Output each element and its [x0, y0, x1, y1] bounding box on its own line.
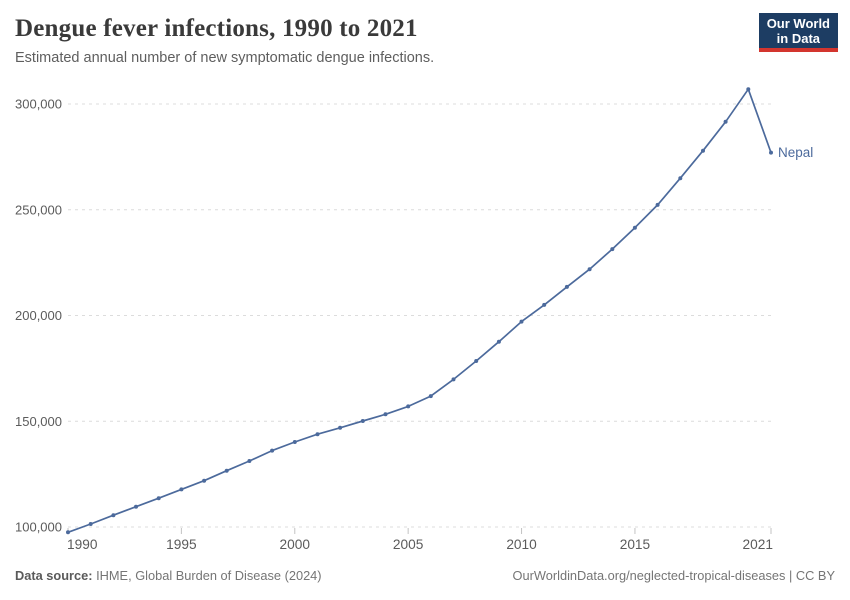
data-point[interactable]	[338, 425, 343, 430]
x-axis-tick-label: 2005	[393, 537, 424, 552]
data-point[interactable]	[587, 267, 592, 272]
data-point[interactable]	[88, 522, 93, 526]
data-source-label: Data source:	[15, 568, 93, 583]
x-axis-tick-label: 1990	[67, 537, 98, 552]
data-point[interactable]	[746, 87, 751, 92]
data-point[interactable]	[202, 478, 207, 483]
data-point[interactable]	[519, 319, 524, 324]
data-point[interactable]	[451, 377, 456, 382]
data-point[interactable]	[270, 448, 275, 453]
x-axis-tick-label: 1995	[166, 537, 197, 552]
data-point[interactable]	[406, 404, 411, 409]
series-entity-label[interactable]: Nepal	[778, 145, 813, 160]
data-point[interactable]	[610, 247, 615, 252]
owid-logo-line1: Our World	[766, 16, 830, 31]
y-axis-tick-label: 100,000	[15, 520, 62, 535]
data-point[interactable]	[474, 359, 479, 363]
data-point[interactable]	[66, 530, 70, 535]
x-axis-tick-label: 2000	[280, 537, 311, 552]
owid-logo[interactable]: Our World in Data	[758, 13, 838, 52]
chart-title: Dengue fever infections, 1990 to 2021	[15, 15, 418, 42]
data-point[interactable]	[632, 225, 637, 230]
series-line[interactable]	[67, 88, 772, 534]
y-axis-tick-label: 200,000	[15, 308, 62, 323]
data-point[interactable]	[134, 504, 138, 509]
data-point[interactable]	[111, 513, 116, 518]
data-source-note: Data source: IHME, Global Burden of Dise…	[15, 568, 322, 583]
chart-subtitle: Estimated annual number of new symptomat…	[15, 50, 435, 66]
data-point[interactable]	[678, 176, 683, 181]
data-point[interactable]	[564, 284, 569, 289]
data-point[interactable]	[360, 419, 365, 423]
data-point[interactable]	[701, 148, 705, 153]
data-point[interactable]	[769, 150, 773, 155]
data-point[interactable]	[496, 339, 501, 344]
x-axis-tick-label: 2010	[506, 537, 537, 552]
owid-logo-line2: in Data	[776, 31, 821, 46]
y-axis-tick-label: 300,000	[15, 97, 62, 112]
y-axis-tick-label: 250,000	[15, 202, 62, 217]
data-source-text: IHME, Global Burden of Disease (2024)	[92, 568, 322, 583]
data-point[interactable]	[292, 440, 297, 444]
data-point[interactable]	[315, 432, 320, 437]
data-point[interactable]	[247, 459, 252, 463]
data-point[interactable]	[655, 202, 660, 207]
chart-footer: Data source: IHME, Global Burden of Dise…	[15, 568, 835, 583]
y-axis-tick-label: 150,000	[15, 414, 62, 429]
data-point[interactable]	[179, 487, 184, 492]
owid-url-link[interactable]: OurWorldinData.org/neglected-tropical-di…	[512, 568, 835, 583]
x-axis-tick-label: 2021	[743, 537, 773, 552]
data-point[interactable]	[224, 468, 229, 473]
data-point[interactable]	[542, 302, 547, 307]
data-point[interactable]	[383, 412, 388, 417]
data-point[interactable]	[428, 394, 433, 399]
data-point[interactable]	[156, 496, 161, 501]
data-point[interactable]	[723, 119, 728, 124]
x-axis-tick-label: 2015	[620, 537, 651, 552]
